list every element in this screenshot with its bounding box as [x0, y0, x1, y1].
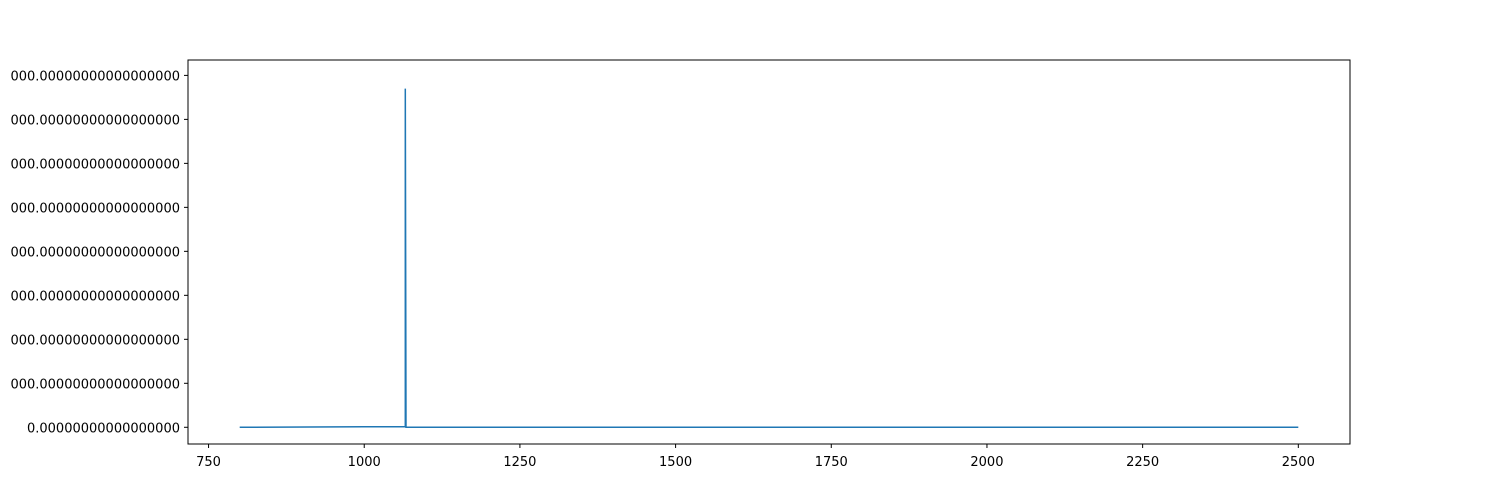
x-tick-label: 2250 [1126, 455, 1159, 470]
y-axis-ticks: 0.00000000000000000 000.00000000000000000… [10, 69, 188, 436]
series-line [239, 88, 1299, 429]
plot-area-frame [187, 59, 1351, 445]
x-tick-label: 1750 [815, 455, 848, 470]
x-tick-label: 1000 [348, 455, 381, 470]
x-tick-label: 750 [196, 455, 221, 470]
x-tick-label: 1500 [659, 455, 692, 470]
x-axis-ticks: 750 1000 1250 1500 1750 2000 2250 2500 [196, 444, 1315, 470]
series-layer [239, 88, 1299, 429]
x-tick-label: 2000 [970, 455, 1003, 470]
y-tick-label: 000.00000000000000000 [10, 201, 180, 216]
y-tick-label: 000.00000000000000000 [10, 289, 180, 304]
y-tick-label: 000.00000000000000000 [10, 69, 180, 84]
y-tick-label: 000.00000000000000000 [10, 333, 180, 348]
y-tick-label: 0.00000000000000000 [27, 421, 180, 436]
y-tick-label: 000.00000000000000000 [10, 377, 180, 392]
y-tick-label: 000.00000000000000000 [10, 113, 180, 128]
y-tick-label: 000.00000000000000000 [10, 245, 180, 260]
x-tick-label: 1250 [503, 455, 536, 470]
x-tick-label: 2500 [1282, 455, 1315, 470]
y-tick-label: 000.00000000000000000 [10, 157, 180, 172]
